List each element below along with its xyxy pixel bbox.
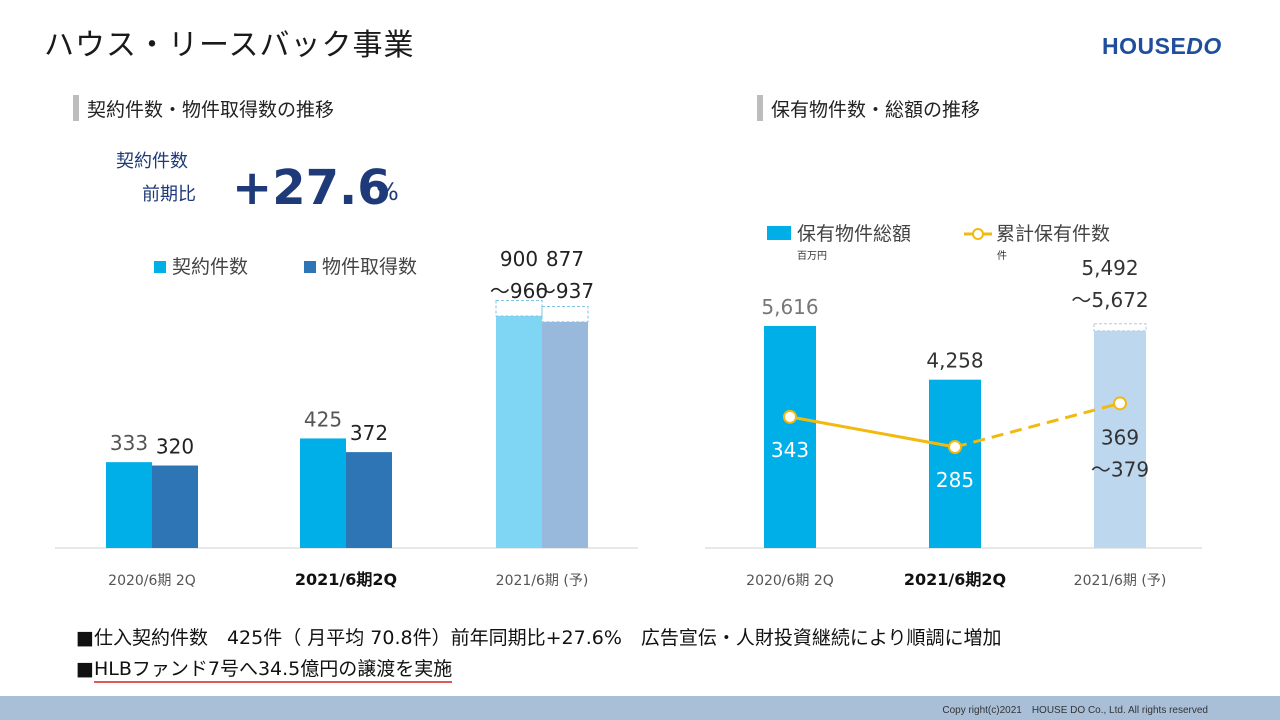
x-tick-label: 2020/6期 2Q <box>108 573 196 589</box>
x-tick-label: 2021/6期 (予) <box>1074 573 1167 589</box>
bar <box>106 462 152 548</box>
yoy-label-prev: 前期比 <box>142 184 196 205</box>
data-label: 5,616 <box>761 295 818 319</box>
line-point <box>948 440 962 454</box>
bar <box>496 316 542 548</box>
bar <box>542 321 588 548</box>
data-label: 333 <box>110 431 148 455</box>
data-label: ～937 <box>536 279 594 303</box>
yoy-label-contracts: 契約件数 <box>116 151 188 172</box>
x-tick-label: 2020/6期 2Q <box>746 573 834 589</box>
legend-line-marker <box>972 228 984 240</box>
data-label: ～960 <box>490 279 548 303</box>
legend-label-bar: 保有物件総額 <box>797 223 911 245</box>
data-label: 877 <box>546 247 584 271</box>
left-chart-heading: 契約件数・物件取得数の推移 <box>73 95 334 122</box>
bar <box>764 326 816 548</box>
line-data-label: 343 <box>771 438 809 462</box>
bar <box>929 379 981 548</box>
line-point <box>1113 396 1127 411</box>
legend-label-line: 累計保有件数 <box>996 223 1110 245</box>
data-label: 5,492 <box>1081 256 1138 280</box>
line-data-label: 369 <box>1101 425 1139 449</box>
bullet-fund-transfer: ■HLBファンド7号へ34.5億円の譲渡を実施 <box>76 654 453 683</box>
data-label: ～5,672 <box>1071 288 1148 312</box>
line-data-label: ～379 <box>1091 457 1149 481</box>
x-tick-label: 2021/6期 (予) <box>496 573 589 589</box>
yoy-value: +27.6 <box>232 160 391 216</box>
house-do-logo: HOUSEDO <box>1102 33 1222 59</box>
data-label: 900 <box>500 247 538 271</box>
bar-range-box <box>1093 323 1147 332</box>
legend-swatch-0 <box>154 261 166 273</box>
legend-unit-line: 件 <box>997 250 1007 262</box>
line-data-label: 285 <box>936 468 974 492</box>
bar-range-box <box>495 300 543 317</box>
bullet-marker: ■ <box>76 658 94 680</box>
data-label: 372 <box>350 421 388 445</box>
bullet-purchase-contracts: ■仕入契約件数 425件（ 月平均 70.8件）前年同期比+27.6% 広告宣伝… <box>76 627 1002 649</box>
copyright-text: Copy right(c)2021 HOUSE DO Co., Ltd. All… <box>942 705 1208 716</box>
data-label: 425 <box>304 407 342 431</box>
legend-unit-bar: 百万円 <box>797 250 827 262</box>
x-tick-label: 2021/6期2Q <box>904 570 1006 589</box>
x-tick-label: 2021/6期2Q <box>295 570 397 589</box>
yoy-unit: % <box>376 178 399 206</box>
legend-swatch-1 <box>304 261 316 273</box>
bar <box>300 438 346 548</box>
legend-label-0: 契約件数 <box>172 256 248 278</box>
line-segment <box>954 401 1121 449</box>
data-label: 4,258 <box>926 349 983 373</box>
footer-bar: Copy right(c)2021 HOUSE DO Co., Ltd. All… <box>0 696 1280 720</box>
legend-label-1: 物件取得数 <box>322 256 417 278</box>
right-chart-heading: 保有物件数・総額の推移 <box>757 95 980 122</box>
data-label: 320 <box>156 435 194 459</box>
page-title: ハウス・リースバック事業 <box>44 28 415 63</box>
bullet-fund-text: HLBファンド7号へ34.5億円の譲渡を実施 <box>93 658 453 683</box>
line-segment <box>789 415 956 449</box>
legend-swatch-bar <box>767 226 791 240</box>
bar <box>152 465 198 548</box>
bar <box>1094 330 1146 548</box>
bar <box>346 452 392 548</box>
bar-range-box <box>541 305 589 323</box>
line-point <box>783 409 797 424</box>
